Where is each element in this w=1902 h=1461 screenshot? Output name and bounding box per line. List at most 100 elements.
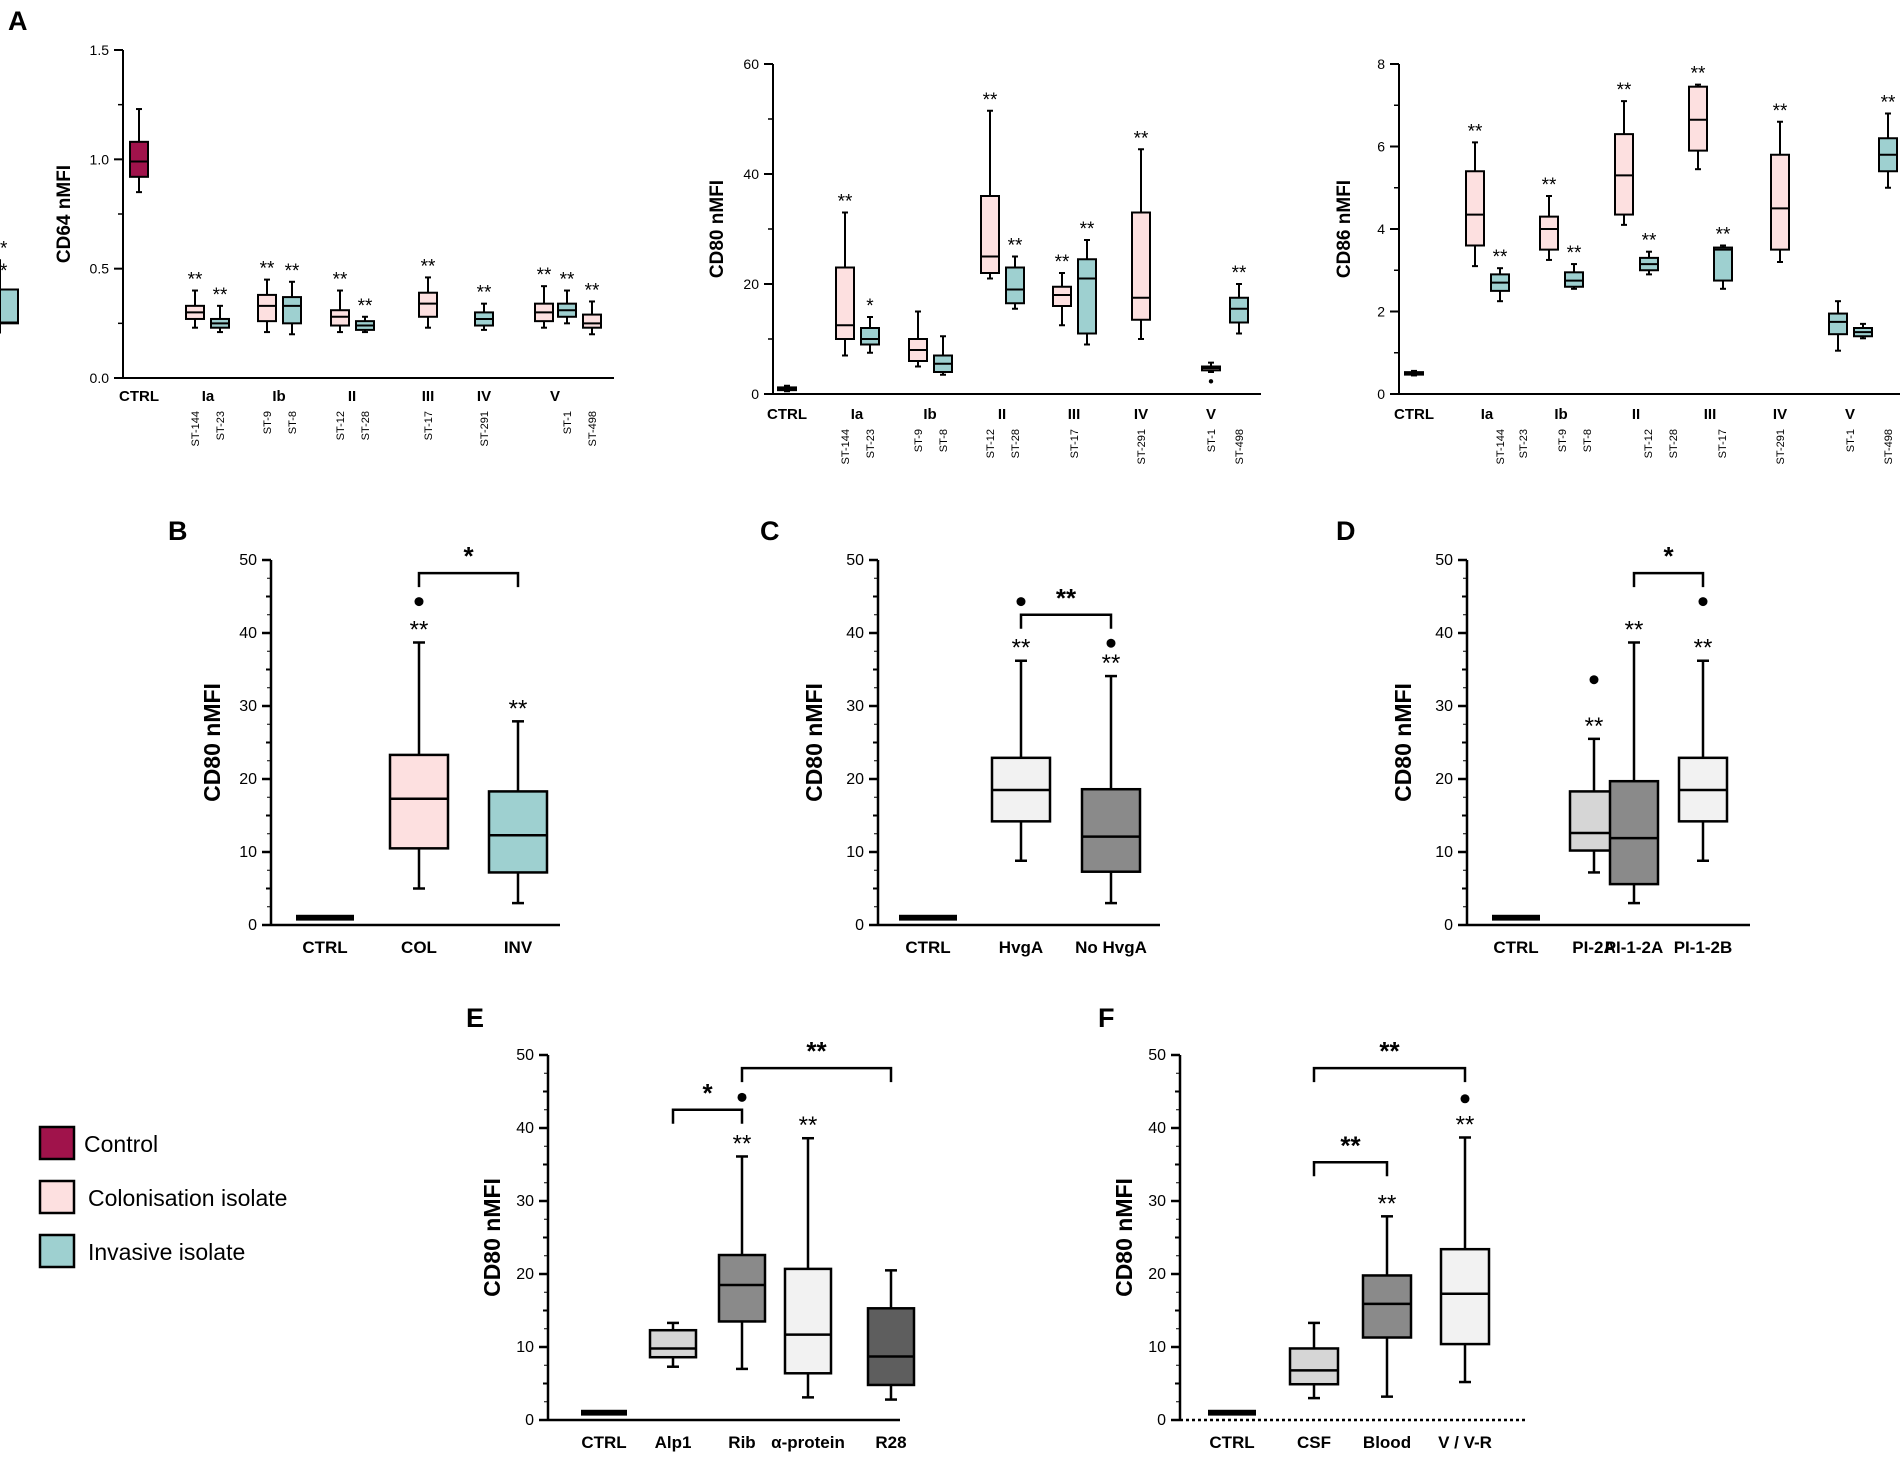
chart7-box-4: [866, 1307, 916, 1387]
chart6-box-2: [1608, 779, 1660, 886]
panel-label-e: E: [466, 1003, 484, 1033]
chart1-significance: **: [213, 285, 228, 306]
chart2-group-label: Ib: [923, 406, 936, 423]
chart2-significance: **: [1008, 236, 1023, 257]
chart2-box-8: [1077, 258, 1097, 335]
chart4-category-label: CTRL: [302, 938, 347, 957]
legend: Control Colonisation isolate Invasive is…: [38, 1125, 287, 1269]
chart1-group-label: Ia: [202, 388, 215, 405]
chart1-significance: **: [477, 283, 492, 304]
chart3-sublabel: ST-8: [1582, 429, 1594, 452]
chart8-category-label: Blood: [1363, 1433, 1411, 1452]
chart3-sublabel: ST-1: [1845, 429, 1857, 452]
chart2-ytick-label: 0: [751, 386, 759, 402]
chart5-outlier: [1016, 597, 1026, 607]
chart3-group-label: V: [1845, 406, 1855, 423]
chart2-sublabel: ST-144: [840, 429, 852, 464]
chart3-ytick-label: 6: [1377, 139, 1385, 155]
chart5-ytick-label: 20: [846, 771, 864, 788]
chart1-significance: **: [333, 270, 348, 291]
chart7-significance: **: [799, 1112, 818, 1139]
chart2-group-label: III: [1068, 406, 1081, 423]
chart6-significance: **: [1585, 713, 1604, 740]
chart5-ytick-label: 10: [846, 844, 864, 861]
chart2-significance: **: [838, 192, 853, 213]
chart3-significance: **: [1542, 175, 1557, 196]
chart3-ylabel: CD86 nMFI: [1334, 180, 1355, 278]
chart8-box-3: [1439, 1247, 1491, 1346]
chart5-category-label: No HvgA: [1075, 938, 1147, 957]
chart2-box-12: [0, 288, 19, 324]
chart3-box-8: [1713, 246, 1733, 282]
chart1-significance: **: [0, 261, 8, 282]
chart1-group-label: II: [348, 388, 356, 405]
chart4-ytick-label: 20: [239, 771, 257, 788]
chart2-box-6: [1005, 266, 1025, 305]
chart5-significance: **: [1102, 650, 1121, 677]
chart5-significance: **: [1012, 635, 1031, 662]
chart7-box-0: [581, 1409, 627, 1416]
chart1-group-label: CTRL: [119, 388, 159, 405]
chart1-group-label: IV: [477, 388, 491, 405]
chart8-box-2: [1361, 1274, 1413, 1339]
panel-label-a: A: [8, 6, 28, 36]
chart1-significance: **: [285, 261, 300, 282]
chart3-box-1: [1465, 170, 1485, 247]
chart4-ytick-label: 30: [239, 698, 257, 715]
chart4-ytick-label: 40: [239, 625, 257, 642]
chart1-significance: **: [560, 270, 575, 291]
chart6-ytick-label: 0: [1444, 917, 1453, 934]
panel-label-b: B: [168, 516, 188, 546]
chart6-outlier: [1589, 675, 1599, 685]
chart1-significance: **: [260, 259, 275, 280]
chart4-ytick-label: 50: [239, 552, 257, 569]
chart2-sublabel: ST-8: [938, 429, 950, 452]
chart2-ylabel: CD80 nMFI: [707, 180, 728, 278]
chart5-outlier: [1106, 638, 1116, 648]
chart8-ylabel: CD80 nMFI: [1111, 1178, 1137, 1297]
chart3-significance: **: [1716, 225, 1731, 246]
chart4-category-label: INV: [504, 938, 533, 957]
panel-label-c: C: [760, 516, 780, 546]
chart1-box-5: [330, 309, 350, 327]
chart3-significance: **: [1617, 80, 1632, 101]
panel-label-d: D: [1336, 516, 1356, 546]
chart3-box-7: [1688, 85, 1708, 152]
chart8-bracket-significance: **: [1379, 1036, 1400, 1066]
chart4-category-label: COL: [401, 938, 437, 957]
chart8-ytick-label: 50: [1148, 1047, 1166, 1064]
chart1-sublabel: ST-28: [360, 411, 372, 440]
chart6-significance: **: [1625, 616, 1644, 643]
chart1-significance: **: [585, 280, 600, 301]
chart1-box-7: [418, 291, 438, 318]
chart3-significance: **: [1691, 64, 1706, 85]
chart1-ytick-label: 1.5: [90, 42, 110, 58]
chart1-group-label: III: [422, 388, 435, 405]
chart2-ytick-label: 60: [743, 56, 759, 72]
chart7-box-3: [783, 1267, 833, 1375]
chart6-bracket: [1632, 571, 1705, 588]
chart5-ytick-label: 30: [846, 698, 864, 715]
chart2-sublabel: ST-9: [913, 429, 925, 452]
chart7-bracket-significance: **: [806, 1036, 827, 1066]
chart1-ytick-label: 0.0: [90, 370, 110, 386]
chart6-ytick-label: 20: [1435, 771, 1453, 788]
chart4-bracket-significance: *: [463, 541, 474, 571]
chart4-significance: **: [509, 695, 528, 722]
chart7-category-label: CTRL: [581, 1433, 626, 1452]
chart5-box-2: [1080, 787, 1142, 873]
chart8-ytick-label: 30: [1148, 1193, 1166, 1210]
chart3-significance: **: [1881, 93, 1896, 114]
chart8-category-label: CTRL: [1209, 1433, 1254, 1452]
chart6-ytick-label: 30: [1435, 698, 1453, 715]
chart6-box-0: [1492, 914, 1540, 921]
chart3-significance: **: [1567, 243, 1582, 264]
chart3-group-label: Ia: [1481, 406, 1494, 423]
chart7-significance: **: [733, 1130, 752, 1157]
chart4-box-1: [388, 753, 450, 850]
chart6-significance: **: [1694, 635, 1713, 662]
chart1-sublabel: ST-17: [423, 411, 435, 440]
chart3-sublabel: ST-12: [1643, 429, 1655, 458]
chart3-box-9: [1770, 153, 1790, 251]
chart7-bracket: [671, 1108, 744, 1124]
